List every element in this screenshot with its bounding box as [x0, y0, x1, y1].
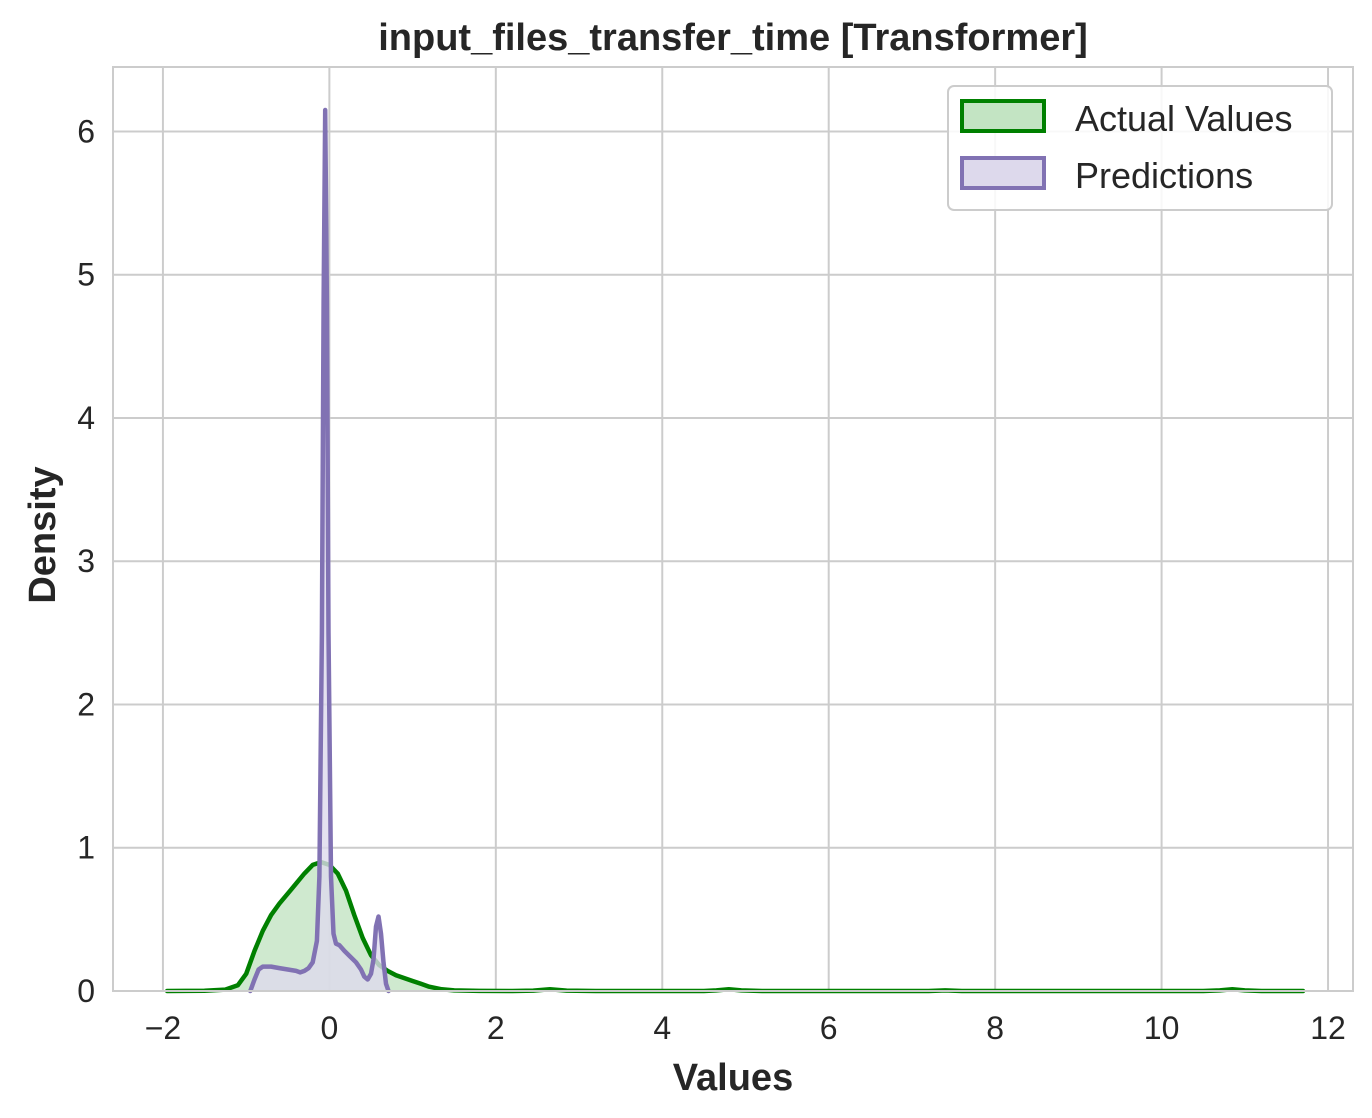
x-tick-label: 0 [320, 1010, 338, 1046]
legend-swatch-actual-values [960, 99, 1046, 133]
y-tick-label: 6 [77, 113, 95, 149]
y-tick-label: 2 [77, 686, 95, 722]
x-tick-label: −2 [145, 1010, 181, 1046]
predictions-density-line [248, 107, 391, 994]
y-axis-ticks: 0 1 2 3 4 5 6 [77, 113, 95, 1009]
y-axis-label: Density [22, 466, 64, 603]
legend-swatch-predictions [960, 156, 1046, 190]
y-tick-label: 1 [77, 830, 95, 866]
x-tick-label: 2 [487, 1010, 505, 1046]
x-tick-label: 8 [986, 1010, 1004, 1046]
legend-label-actual-values: Actual Values [1075, 98, 1292, 139]
x-tick-label: 4 [653, 1010, 671, 1046]
plot-frame [112, 66, 1354, 992]
x-axis-ticks: −2 0 2 4 6 8 10 12 [145, 1010, 1346, 1046]
legend: Actual Values Predictions [947, 85, 1333, 211]
y-tick-label: 0 [77, 973, 95, 1009]
x-tick-label: 12 [1310, 1010, 1346, 1046]
x-axis-label: Values [673, 1057, 793, 1099]
x-tick-label: 10 [1144, 1010, 1180, 1046]
y-tick-label: 5 [77, 257, 95, 293]
y-tick-label: 3 [77, 543, 95, 579]
y-tick-label: 4 [77, 400, 95, 436]
legend-label-predictions: Predictions [1075, 155, 1253, 196]
x-tick-label: 6 [820, 1010, 838, 1046]
chart-title: input_files_transfer_time [Transformer] [378, 17, 1088, 59]
